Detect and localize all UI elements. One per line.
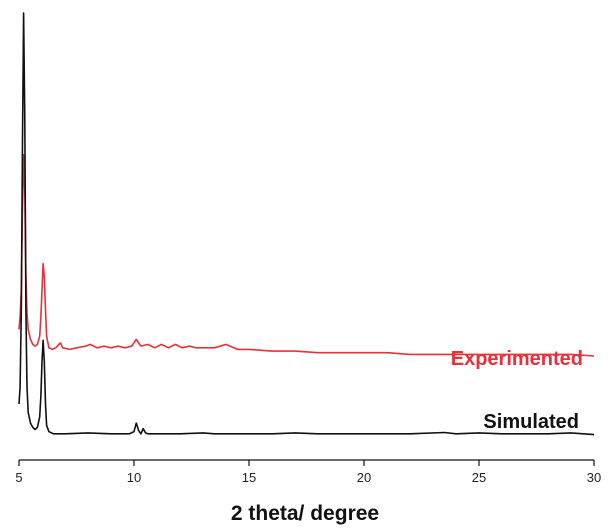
series-label-experimented: Experimented xyxy=(451,348,583,370)
x-ticks: 5 10 15 20 25 30 xyxy=(15,460,601,485)
series-line-simulated xyxy=(18,12,595,436)
series-label-simulated: Simulated xyxy=(483,411,579,433)
x-tick-label: 15 xyxy=(242,470,256,485)
series-layer xyxy=(18,12,595,436)
series-line-experimented xyxy=(18,153,595,357)
x-tick-label: 20 xyxy=(357,470,371,485)
x-tick-label: 30 xyxy=(587,470,601,485)
x-tick-label: 5 xyxy=(15,470,22,485)
x-tick-label: 25 xyxy=(472,470,486,485)
x-axis-title: 2 theta/ degree xyxy=(231,502,379,525)
series-labels: Experimented Simulated xyxy=(451,348,583,433)
x-tick-label: 10 xyxy=(127,470,141,485)
